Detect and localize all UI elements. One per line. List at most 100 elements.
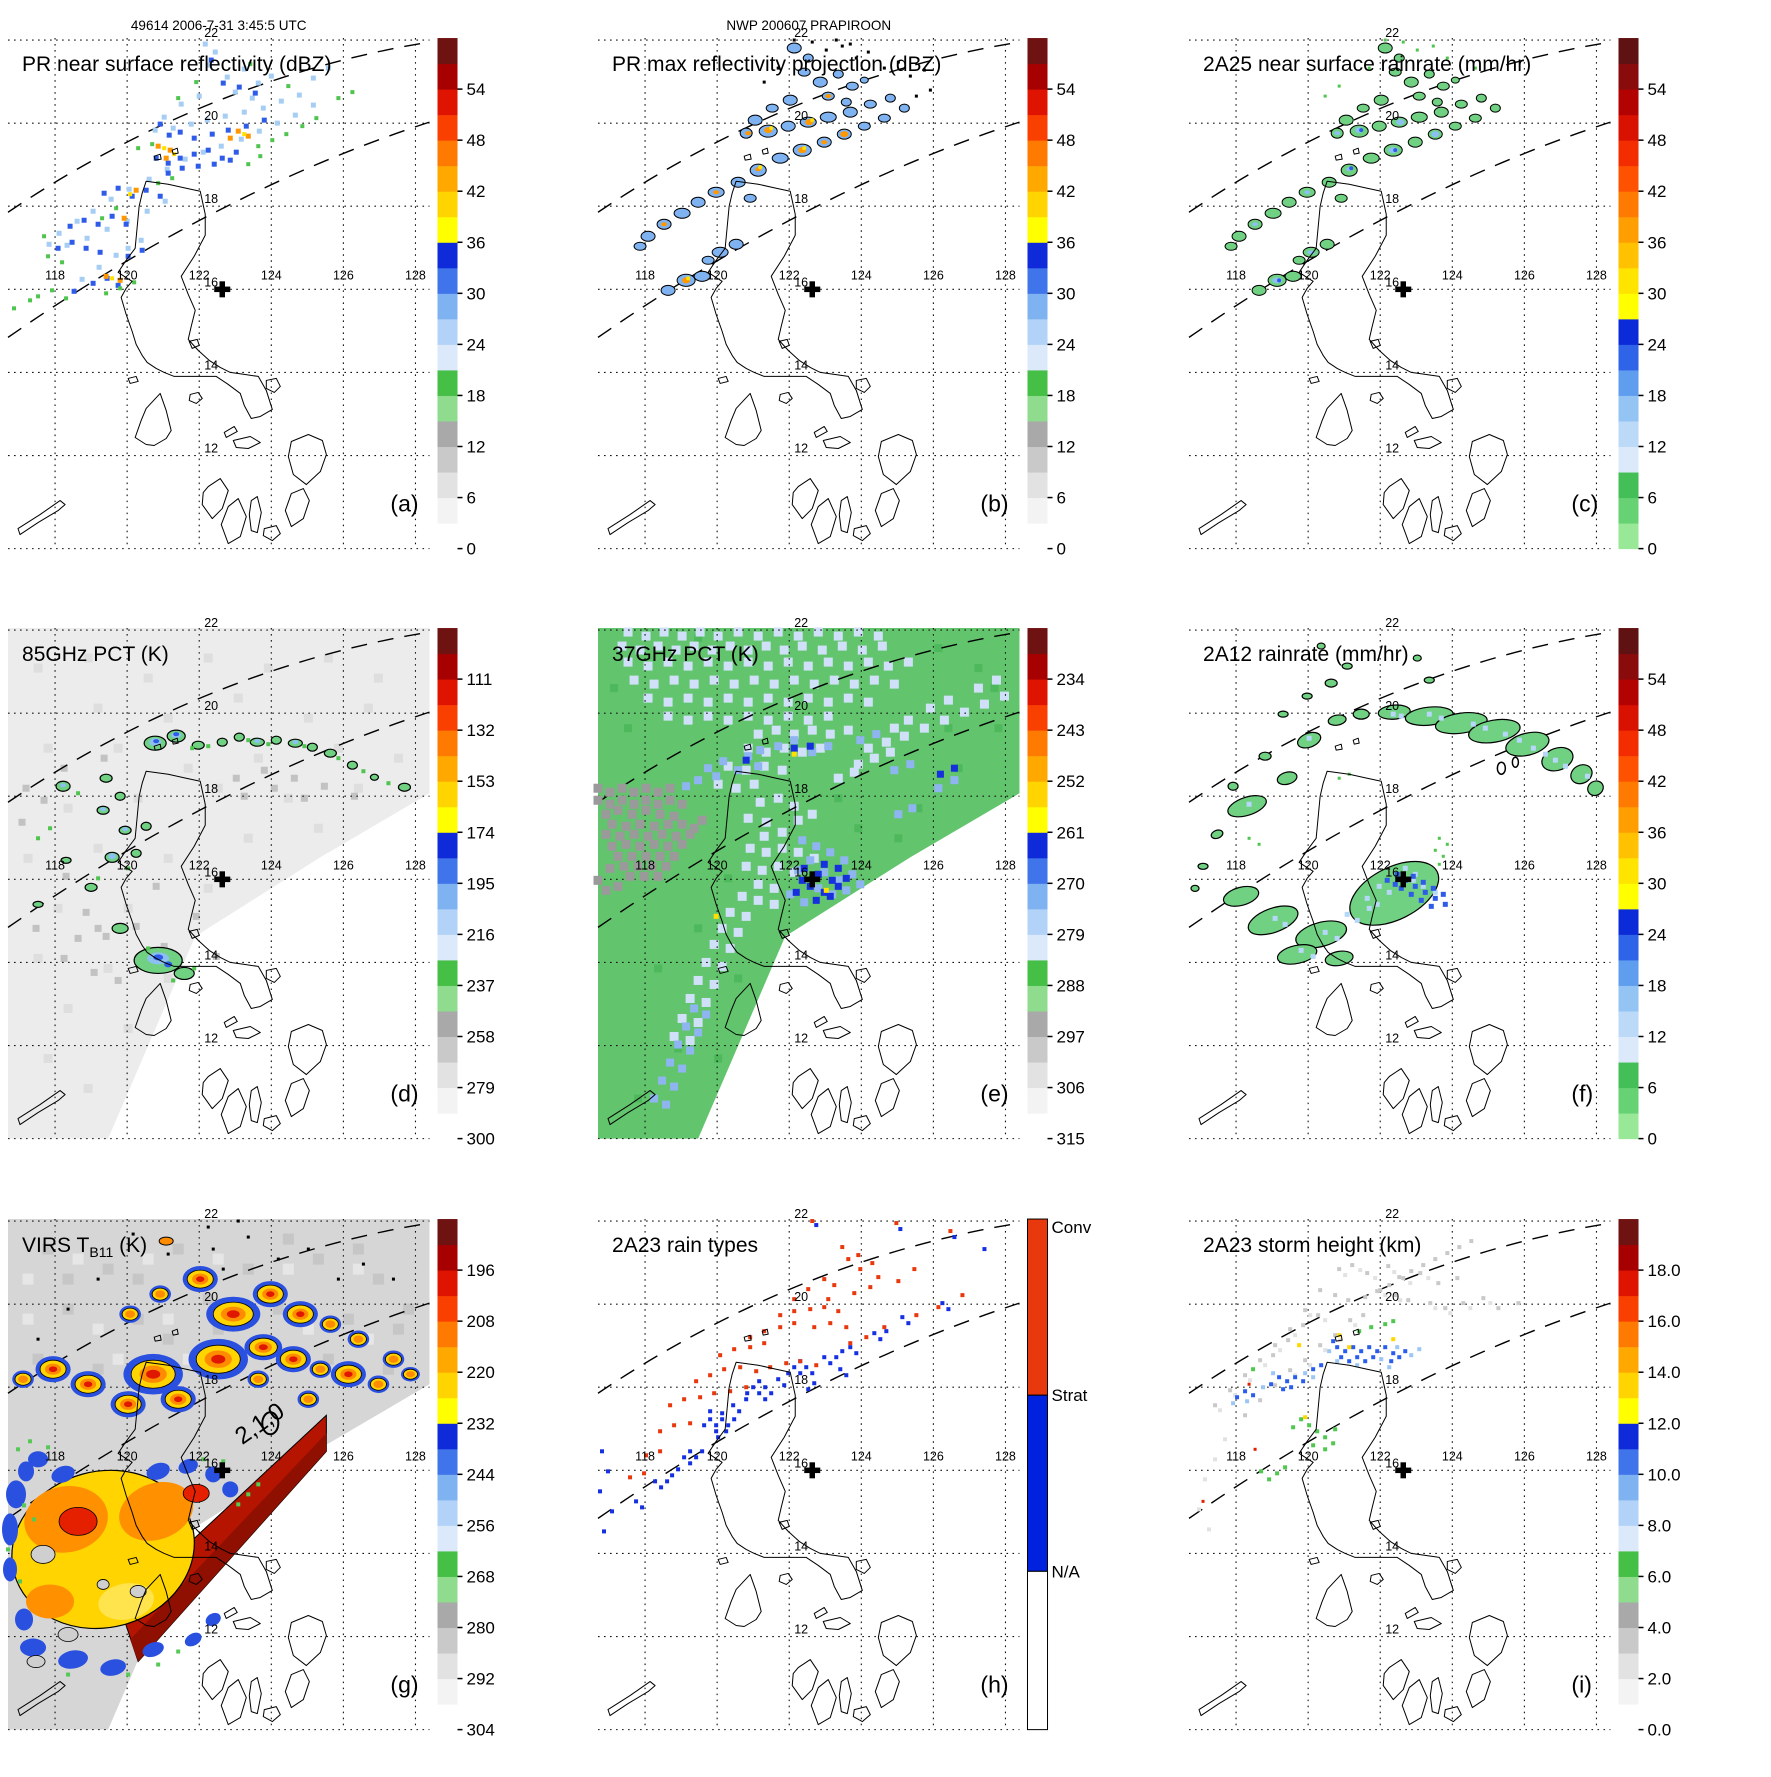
panel-g-blob-field [2,1450,239,1676]
panel-f-lat-label-22: 22 [1385,616,1399,630]
panel-i-colorbar-tick: 8.0 [1647,1516,1671,1535]
panel-i-pixel-field [1201,1382,1257,1503]
panel-h-lon-label-124: 124 [851,1449,872,1463]
panel-c-colorbar-tick: 54 [1647,80,1666,99]
panel-e-title: 37GHz PCT (K) [612,643,759,666]
panel-e-colorbar-tick: 279 [1057,926,1085,945]
panel-cell-i: 22 20 18 16 14 12 118 120 122 124 126 128 (i) 2A23 st… [1180,1180,1771,1772]
panel-g-coastline [17,1328,327,1725]
panel-b-coastline [607,147,918,545]
panel-a-colorbar-tick: 30 [467,284,486,303]
panel-b-lat-label-22: 22 [795,26,809,40]
panel-h-lat-label-14: 14 [795,1539,809,1553]
panel-e-colorbar-tick: 243 [1057,721,1085,740]
panel-g-lon-label-120: 120 [117,1449,138,1463]
panel-a-lon-label-120: 120 [117,268,138,282]
panel-d: 22 20 18 16 14 12 118 120 122 124 126 128 (d) 85GHz P… [0,590,592,1182]
panel-h-letter: (h) [981,1671,1009,1697]
panel-f-lon-label-120: 120 [1297,859,1318,873]
panel-b-colorbar: 54 48 42 36 30 24 18 12 6 0 [1027,38,1076,559]
panel-h-lon-label-118: 118 [635,1449,655,1463]
panel-g-lon-label-122: 122 [189,1449,210,1463]
panel-d-colorbar: 111 132 153 174 195 216 237 258 279 300 [437,628,495,1149]
panel-e-lon-label-128: 128 [995,859,1016,873]
panel-a-colorbar-tick: 18 [467,386,486,405]
panel-e-pixel-field [593,784,707,896]
panel-f-colorbar-tick: 54 [1647,670,1666,689]
panel-i: 22 20 18 16 14 12 118 120 122 124 126 128 (i) 2A23 st… [1180,1180,1771,1772]
panel-c-lon-label-118: 118 [1226,268,1246,282]
panel-i-lat-label-16: 16 [1385,1456,1399,1470]
panel-e-lat-label-14: 14 [795,949,809,963]
panel-a-pixel-field [46,41,331,282]
panel-d-lat-label-22: 22 [204,616,218,630]
panel-e-colorbar-tick: 270 [1057,875,1085,894]
panel-f-colorbar-tick: 36 [1647,824,1666,843]
panel-h-title: 2A23 rain types [612,1234,758,1257]
panel-i-coastline [1198,1328,1508,1725]
panel-f-lat-label-18: 18 [1385,783,1399,797]
panel-a-letter: (a) [390,491,418,517]
panel-g-colorbar-tick: 208 [467,1312,495,1331]
panel-f-colorbar-tick: 48 [1647,721,1666,740]
panel-g-lon-label-118: 118 [45,1449,65,1463]
panel-b-storm-center-marker [804,281,821,298]
panel-h-colorbar: Conv Strat N/A [1027,1218,1092,1730]
panel-b-colorbar-tick: 54 [1057,80,1076,99]
panel-c-title: 2A25 near surface rainrate (mm/hr) [1203,53,1531,76]
panel-b-colorbar-tick: 24 [1057,335,1076,354]
panel-b-colorbar-tick: 36 [1057,233,1076,252]
panel-a-colorbar-tick: 24 [467,335,486,354]
panel-d-lon-label-128: 128 [405,859,426,873]
panel-h-lat-label-20: 20 [795,1290,809,1304]
panel-d-coastline [17,737,327,1135]
panel-c-lat-label-22: 22 [1385,26,1399,40]
panel-a-colorbar-tick: 0 [467,540,476,559]
panel-cell-g: 2,1,0 22 20 18 16 14 12 118 120 122 124 126 128 (g) VI… [0,1180,592,1772]
panel-i-lon-label-122: 122 [1369,1449,1390,1463]
panel-c-colorbar-tick: 6 [1647,489,1656,508]
panel-g-colorbar-tick: 256 [467,1516,495,1535]
panel-b-lat-label-16: 16 [795,275,809,289]
panel-g-lon-label-128: 128 [405,1449,426,1463]
panel-a-lat-label-14: 14 [204,358,218,372]
panel-e-lon-label-126: 126 [923,859,944,873]
panel-g-lat-label-20: 20 [204,1290,218,1304]
panel-h-pixel-field [628,1218,965,1479]
panel-h-lon-label-120: 120 [707,1449,728,1463]
panel-cell-e: 22 20 18 16 14 12 118 120 122 124 126 128 (e) 37GHz P… [590,590,1182,1182]
panel-e-colorbar-tick: 306 [1057,1079,1085,1098]
panel-a-colorbar-tick: 12 [467,438,486,457]
panel-b-pixel-field [763,38,933,98]
panel-a-colorbar-tick: 36 [467,233,486,252]
panel-a-header: 49614 2006-7-31 3:45:5 UTC [131,18,307,33]
panel-h-map: 22 20 18 16 14 12 118 120 122 124 126 128 (h) 2A23 ra… [597,1207,1021,1730]
panel-c-lon-label-124: 124 [1442,268,1463,282]
panel-c-lon-label-120: 120 [1297,268,1318,282]
panel-a-pixel-field [103,128,251,283]
panel-b-lat-label-12: 12 [795,442,809,456]
panel-e-lon-label-122: 122 [779,859,800,873]
panel-e-pixel-field [610,634,1003,1103]
panel-a-colorbar: 54 48 42 36 30 24 18 12 6 0 [437,38,485,559]
panel-a-lon-label-118: 118 [45,268,65,282]
panel-h-colorbar-label-conv: Conv [1052,1218,1092,1237]
panel-f-pixel-field [1246,711,1590,960]
panel-d-colorbar-tick: 153 [467,773,495,792]
panel-b-swath-edges [597,41,1021,338]
panel-i-lat-label-18: 18 [1385,1373,1399,1387]
panel-b-lat-label-20: 20 [795,109,809,123]
panel-i-colorbar-tick: 10.0 [1647,1465,1680,1484]
panel-d-pixel-field [23,653,403,1094]
panel-f-colorbar-tick: 24 [1647,926,1666,945]
panel-d-lon-label-122: 122 [189,859,210,873]
panel-e-lon-label-124: 124 [851,859,872,873]
panel-c-lat-label-20: 20 [1385,109,1399,123]
panel-f-lon-label-126: 126 [1514,859,1535,873]
panel-c-colorbar-tick: 36 [1647,233,1666,252]
panel-g-axis-labels: 22 20 18 16 14 12 118 120 122 124 126 128 [45,1207,426,1636]
panel-b-lon-label-118: 118 [635,268,655,282]
panel-g-colorbar-tick: 232 [467,1414,495,1433]
